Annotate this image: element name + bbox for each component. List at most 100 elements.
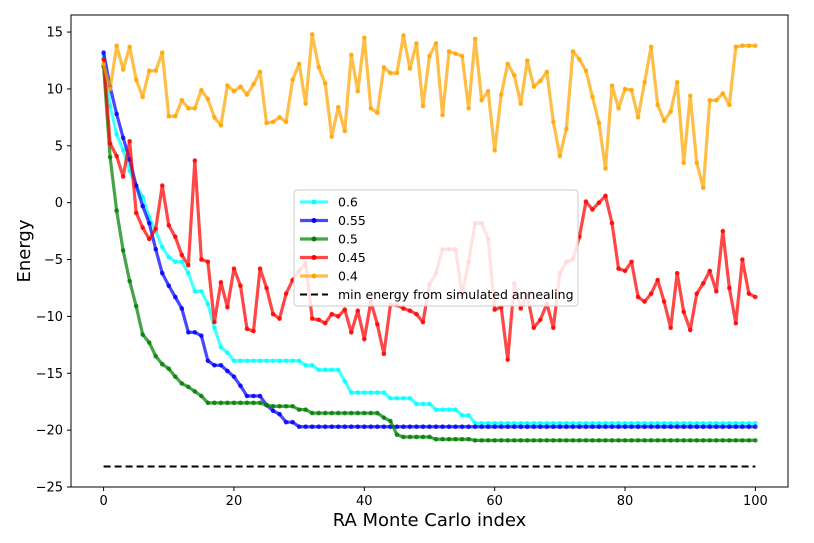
data-point <box>603 424 608 430</box>
data-point <box>733 44 739 50</box>
data-point <box>746 421 752 426</box>
data-point <box>335 314 341 319</box>
data-point <box>596 438 602 443</box>
data-point <box>407 395 413 401</box>
plot-frame <box>70 14 789 488</box>
data-point <box>283 291 289 296</box>
data-point <box>570 421 576 426</box>
data-point <box>322 80 328 86</box>
data-point <box>251 393 256 399</box>
y-tick-label: −25 <box>36 481 63 496</box>
data-point <box>531 325 537 331</box>
data-point <box>283 419 289 425</box>
data-point <box>753 424 758 430</box>
data-point <box>329 367 335 373</box>
data-point <box>661 118 667 124</box>
data-point <box>433 407 439 412</box>
data-point <box>296 424 302 430</box>
data-point <box>257 393 263 399</box>
data-point <box>159 183 165 188</box>
data-point <box>733 424 739 430</box>
data-point <box>603 438 608 443</box>
data-point <box>244 326 250 332</box>
data-point <box>264 358 269 364</box>
data-point <box>498 92 504 97</box>
data-point <box>687 93 693 99</box>
data-point <box>355 308 361 314</box>
x-tick-label: 100 <box>743 494 768 509</box>
data-point <box>309 410 315 416</box>
data-point <box>107 141 113 146</box>
data-point <box>238 358 243 364</box>
data-point <box>264 285 269 291</box>
data-point <box>225 350 230 356</box>
data-point <box>459 436 465 442</box>
data-point <box>388 418 393 424</box>
data-point <box>172 234 178 240</box>
data-point <box>629 421 634 426</box>
data-point <box>583 421 589 426</box>
data-point <box>166 113 172 119</box>
data-point <box>375 410 380 416</box>
data-point <box>231 266 237 271</box>
data-point <box>674 424 680 430</box>
data-point <box>107 103 113 109</box>
data-point <box>362 336 367 342</box>
data-point <box>140 203 145 209</box>
data-point <box>329 410 335 416</box>
data-point <box>335 410 341 416</box>
legend-box <box>293 189 579 307</box>
data-point <box>479 438 484 443</box>
data-point <box>642 438 647 443</box>
data-point <box>283 119 289 125</box>
data-point <box>538 317 543 323</box>
data-point <box>492 438 497 443</box>
data-point <box>492 307 497 312</box>
data-point <box>648 421 654 426</box>
data-point <box>277 403 282 409</box>
data-point <box>394 424 400 430</box>
data-point <box>753 294 758 300</box>
data-point <box>355 390 361 395</box>
data-point <box>257 400 263 406</box>
data-point <box>590 421 595 426</box>
data-point <box>518 101 524 107</box>
data-point <box>401 306 406 311</box>
data-point <box>375 322 380 327</box>
data-point <box>264 120 269 126</box>
data-point <box>179 98 185 103</box>
data-point <box>629 259 634 265</box>
data-point <box>505 357 511 362</box>
data-point <box>133 210 139 216</box>
data-point <box>316 317 321 323</box>
y-tick-label: −15 <box>36 367 63 382</box>
data-point <box>596 421 602 426</box>
data-point <box>655 277 660 283</box>
data-point <box>687 327 693 333</box>
legend-item: min energy from simulated annealing <box>300 287 574 302</box>
data-point <box>727 438 732 443</box>
data-point <box>727 285 732 291</box>
data-point <box>700 421 706 426</box>
data-point <box>186 105 191 111</box>
data-point <box>700 185 706 191</box>
data-point <box>590 207 595 212</box>
data-point <box>348 424 354 430</box>
data-point <box>231 88 237 94</box>
data-point <box>414 424 419 430</box>
data-point <box>192 330 198 335</box>
data-point <box>518 306 524 311</box>
data-point <box>153 246 159 252</box>
data-point <box>707 421 713 426</box>
data-point <box>655 438 660 443</box>
data-point <box>277 358 282 364</box>
data-point <box>557 438 563 443</box>
data-point <box>277 411 282 417</box>
data-point <box>348 410 354 416</box>
data-point <box>694 421 700 426</box>
data-point <box>681 424 687 430</box>
data-point <box>485 438 491 443</box>
data-point <box>557 421 563 426</box>
data-point <box>127 278 132 284</box>
data-point <box>283 358 289 364</box>
